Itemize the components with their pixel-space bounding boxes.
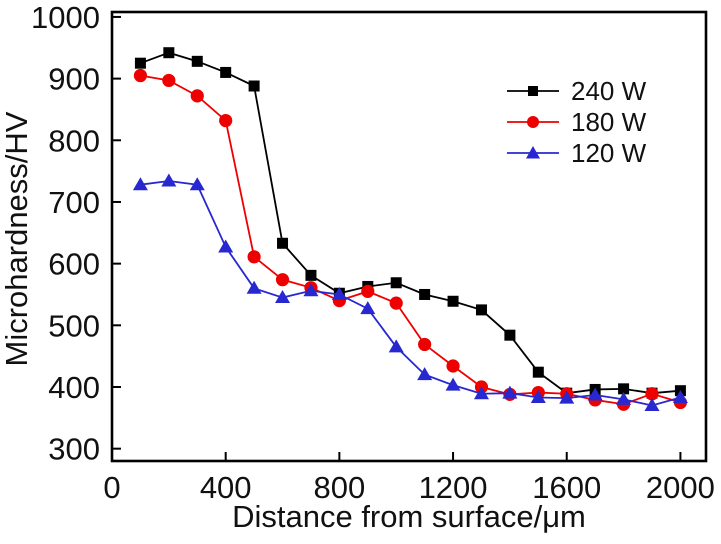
triangle-marker [530, 389, 546, 403]
triangle-marker [388, 339, 404, 353]
y-tick-label: 500 [48, 308, 100, 343]
circle-marker [418, 337, 432, 352]
circle-marker [219, 113, 233, 128]
square-marker [447, 295, 459, 307]
legend-square-marker-icon [507, 86, 559, 96]
legend-square [528, 86, 538, 96]
y-tick-label: 700 [48, 185, 100, 220]
circle-marker [162, 73, 176, 88]
square-marker [618, 383, 630, 395]
triangle-marker [473, 386, 489, 400]
x-tick-label: 2000 [646, 470, 715, 505]
triangle-marker [360, 301, 376, 315]
circle-marker [133, 68, 148, 83]
square-marker [248, 80, 260, 92]
y-tick-label: 1000 [31, 0, 100, 35]
square-marker [134, 57, 146, 69]
square-marker [277, 237, 289, 249]
x-tick-labels: 0 400 800 1200 1600 2000 [103, 470, 715, 505]
y-tick-label: 900 [48, 62, 100, 97]
triangle-marker [417, 367, 433, 381]
series-120-w [132, 173, 688, 411]
square-marker [191, 55, 203, 67]
legend-triangle [526, 146, 540, 159]
square-marker [532, 366, 544, 378]
triangle-marker [246, 280, 262, 294]
legend: 240 W 180 W 120 W [505, 76, 646, 168]
triangle-marker [275, 290, 291, 304]
square-marker [390, 277, 402, 289]
y-tick-labels: 300 400 500 600 700 800 900 1000 [31, 0, 100, 467]
legend-item-180w: 180 W [505, 107, 646, 137]
legend-item-240w: 240 W [505, 76, 646, 106]
y-tick-label: 800 [48, 123, 100, 158]
circle-marker [361, 284, 375, 298]
legend-circle [527, 116, 539, 128]
x-axis-title: Distance from surface/μm [232, 499, 586, 534]
x-tick-label: 1200 [419, 470, 488, 505]
triangle-marker [672, 389, 688, 403]
axis-ticks [111, 15, 682, 461]
circle-marker [389, 296, 403, 310]
plot-frame [110, 10, 708, 463]
legend-circle-marker-icon [507, 116, 559, 128]
circle-marker [446, 359, 460, 373]
square-marker [163, 47, 175, 59]
square-marker [305, 269, 317, 281]
square-marker [504, 329, 516, 341]
y-tick-label: 400 [48, 370, 100, 405]
triangle-marker [303, 283, 319, 297]
legend-triangle-marker-icon [507, 146, 559, 159]
triangle-marker [331, 286, 347, 300]
y-tick-label: 600 [48, 247, 100, 282]
x-tick-label: 400 [200, 470, 252, 505]
data-series [132, 47, 688, 411]
circle-marker [190, 89, 204, 103]
plot-border [110, 10, 708, 463]
circle-marker [645, 387, 659, 401]
square-marker [419, 288, 431, 300]
square-marker [220, 66, 232, 78]
triangle-marker [616, 391, 632, 405]
triangle-marker [559, 390, 575, 404]
y-axis-title: Microhardness/HV [0, 111, 34, 367]
circle-marker [247, 250, 261, 264]
legend-label-240w: 240 W [571, 75, 647, 106]
triangle-marker [189, 177, 205, 191]
legend-label-120w: 120 W [571, 137, 647, 168]
series-line [140, 180, 681, 407]
triangle-marker [445, 377, 461, 391]
triangle-marker [502, 385, 518, 399]
triangle-marker [587, 387, 603, 401]
triangle-marker [218, 239, 234, 253]
triangle-marker [644, 397, 660, 411]
triangle-marker [161, 173, 177, 187]
x-tick-label: 0 [103, 470, 120, 505]
legend-item-120w: 120 W [505, 138, 646, 168]
x-tick-label: 1600 [532, 470, 601, 505]
circle-marker [275, 273, 290, 287]
legend-label-180w: 180 W [571, 106, 647, 137]
y-tick-label: 300 [48, 432, 100, 467]
triangle-marker [132, 177, 148, 191]
x-tick-label: 800 [314, 470, 366, 505]
square-marker [475, 304, 487, 316]
